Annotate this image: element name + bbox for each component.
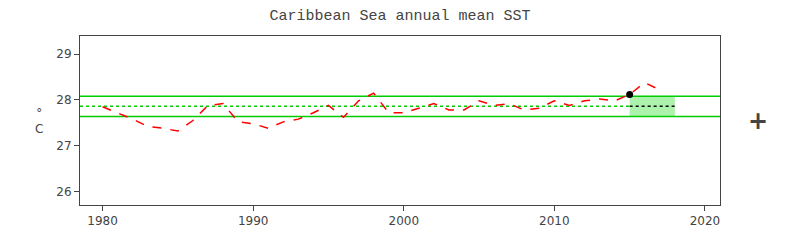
svg-text:1990: 1990 (238, 214, 269, 228)
svg-text:2020: 2020 (690, 214, 721, 228)
svg-text:Caribbean Sea annual mean SST: Caribbean Sea annual mean SST (269, 8, 530, 25)
svg-text:26: 26 (56, 185, 71, 199)
svg-text:29: 29 (56, 47, 71, 61)
svg-text:28: 28 (56, 93, 71, 107)
svg-text:1980: 1980 (87, 214, 118, 228)
svg-text:2000: 2000 (388, 214, 419, 228)
svg-text:27: 27 (56, 139, 71, 153)
svg-text:2010: 2010 (539, 214, 570, 228)
svg-text:+: + (748, 107, 768, 135)
svg-text:°C: °C (35, 106, 43, 136)
